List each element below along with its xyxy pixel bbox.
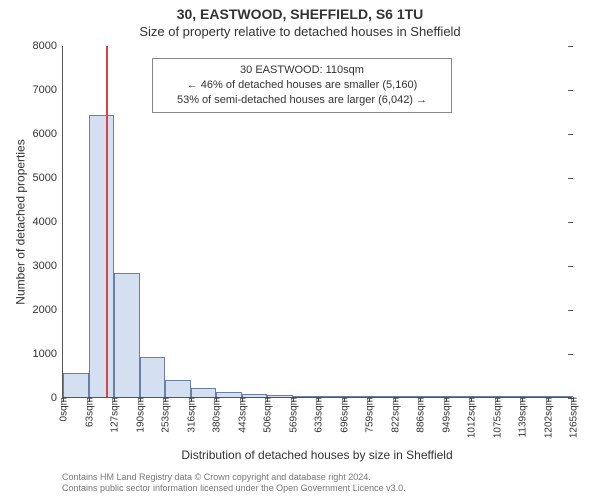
histogram-bar — [140, 357, 166, 397]
y-tick-mark — [568, 310, 573, 311]
y-tick-label: 7000 — [33, 84, 63, 96]
x-tick-label: 886sqm — [414, 397, 427, 433]
y-tick-label: 5000 — [33, 172, 63, 184]
y-tick-label: 6000 — [33, 128, 63, 140]
x-tick-label: 1075sqm — [490, 397, 503, 438]
x-tick-label: 0sqm — [57, 397, 70, 421]
credit-text: Contains HM Land Registry data © Crown c… — [62, 472, 572, 495]
x-tick-label: 569sqm — [286, 397, 299, 433]
property-marker-line — [106, 46, 108, 397]
x-tick-label: 633sqm — [312, 397, 325, 433]
annotation-line-3: 53% of semi-detached houses are larger (… — [161, 93, 443, 108]
chart-container: 30, EASTWOOD, SHEFFIELD, S6 1TU Size of … — [0, 0, 600, 500]
histogram-bar — [165, 380, 191, 397]
x-tick-label: 696sqm — [337, 397, 350, 433]
annotation-line-1: 30 EASTWOOD: 110sqm — [161, 63, 443, 78]
x-tick-label: 1012sqm — [465, 397, 478, 438]
annotation-line-2: ← 46% of detached houses are smaller (5,… — [161, 78, 443, 93]
y-axis-label-container: Number of detached properties — [14, 46, 28, 398]
x-tick-label: 1139sqm — [516, 397, 529, 437]
x-tick-label: 1265sqm — [567, 397, 580, 438]
x-tick-label: 63sqm — [82, 397, 95, 427]
credit-line-1: Contains HM Land Registry data © Crown c… — [62, 472, 572, 483]
y-tick-mark — [568, 46, 573, 47]
y-tick-mark — [568, 354, 573, 355]
histogram-bar — [89, 115, 115, 397]
y-axis-label: Number of detached properties — [14, 139, 28, 304]
address-title: 30, EASTWOOD, SHEFFIELD, S6 1TU — [0, 0, 600, 22]
y-tick-label: 1000 — [33, 348, 63, 360]
x-tick-label: 949sqm — [439, 397, 452, 433]
y-tick-label: 4000 — [33, 216, 63, 228]
x-tick-label: 316sqm — [184, 397, 197, 433]
plot-area: 0100020003000400050006000700080000sqm63s… — [62, 46, 572, 398]
y-tick-label: 3000 — [33, 260, 63, 272]
histogram-bar — [191, 388, 217, 397]
x-tick-label: 506sqm — [261, 397, 274, 433]
x-tick-label: 253sqm — [159, 397, 172, 433]
y-tick-mark — [568, 134, 573, 135]
annotation-box: 30 EASTWOOD: 110sqm ← 46% of detached ho… — [152, 58, 452, 113]
x-tick-label: 1202sqm — [541, 397, 554, 438]
x-tick-label: 380sqm — [210, 397, 223, 433]
y-tick-label: 2000 — [33, 304, 63, 316]
x-tick-label: 190sqm — [133, 397, 146, 433]
x-tick-label: 759sqm — [363, 397, 376, 433]
y-tick-mark — [568, 222, 573, 223]
credit-line-2: Contains public sector information licen… — [62, 483, 572, 494]
y-tick-mark — [568, 178, 573, 179]
x-tick-label: 822sqm — [388, 397, 401, 433]
x-axis-label: Distribution of detached houses by size … — [62, 448, 572, 462]
histogram-bar — [114, 273, 140, 397]
x-tick-label: 127sqm — [108, 397, 121, 433]
y-tick-mark — [568, 90, 573, 91]
histogram-bar — [63, 373, 89, 397]
y-tick-mark — [568, 266, 573, 267]
x-tick-label: 443sqm — [235, 397, 248, 433]
y-tick-label: 8000 — [33, 40, 63, 52]
chart-subtitle: Size of property relative to detached ho… — [0, 22, 600, 39]
